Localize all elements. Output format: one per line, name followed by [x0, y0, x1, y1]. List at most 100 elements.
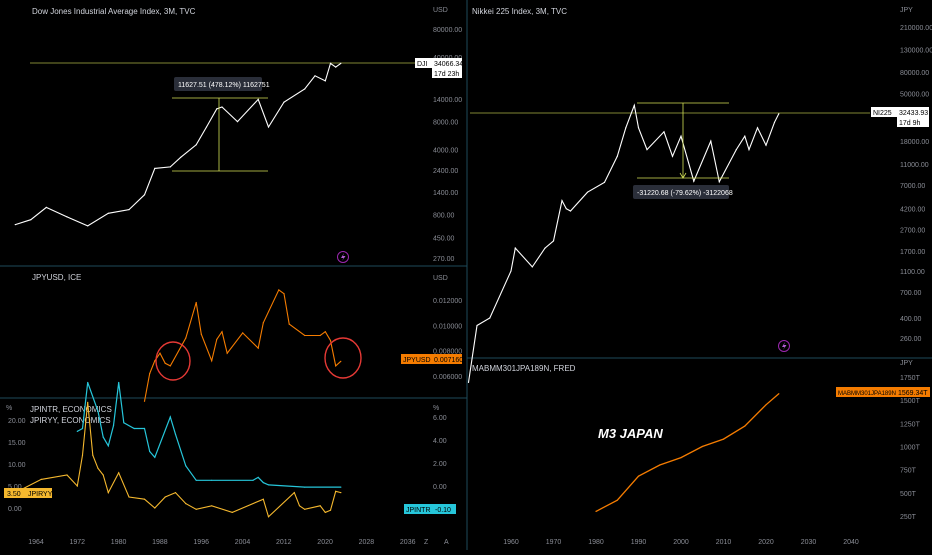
jpiryy-point	[128, 496, 130, 498]
axis-corner-z[interactable]: Z	[424, 539, 429, 546]
jpintr-point	[81, 427, 84, 430]
jpiryy-point	[293, 492, 295, 494]
dji-y-tick-label: 4000.00	[433, 148, 458, 155]
rates-left-tick-label: 20.00	[8, 418, 26, 425]
jpyusd-point	[154, 360, 156, 362]
axis-corner-a[interactable]: A	[444, 539, 449, 546]
nikkei-point	[625, 127, 627, 129]
dji-point	[195, 144, 197, 146]
jpyusd-currency: USD	[433, 275, 448, 282]
time-tick-label: 2000	[673, 539, 689, 546]
jpintr-tag-value: -0.10	[435, 507, 451, 514]
jpyusd-point	[143, 400, 146, 402]
jpyusd-y-tick-label: 0.006000	[433, 374, 462, 381]
jpiryy-tag: 3.50 JPIRYY	[4, 488, 53, 498]
jpintr-point	[107, 445, 109, 447]
jpyusd-y-tick-label: 0.008000	[433, 349, 462, 356]
jpyusd-point	[278, 289, 280, 291]
time-tick-label: 1980	[588, 539, 604, 546]
jpintr-point	[149, 450, 151, 453]
rates-right-tick-label: 0.00	[433, 484, 447, 491]
right-time-axis[interactable]: 1960 1970 1980 1990 2000 2010 2020 2030 2040	[503, 539, 859, 546]
dji-point	[205, 126, 208, 128]
time-tick-label: 1990	[631, 539, 647, 546]
dji-y-tick-label: 8000.00	[433, 120, 458, 127]
m3-point	[616, 499, 618, 501]
m3-title: MABMM301JPA189N, FRED	[472, 364, 576, 373]
jpintr-point	[123, 422, 125, 424]
jpiryy-point	[102, 474, 104, 476]
rates-legend-jpiryy: JPIRYY, ECONOMICS	[30, 416, 111, 425]
nikkei-point	[510, 270, 512, 272]
dji-countdown: 17d 23h	[434, 71, 459, 78]
jpyusd-point	[335, 365, 337, 367]
nikkei-panel: Nikkei 225 Index, 3M, TVC JPY 210000.00 1…	[467, 7, 932, 383]
jpintr-point	[185, 465, 187, 467]
nikkei-point	[773, 121, 776, 123]
m3-point	[659, 464, 661, 466]
jpyusd-point	[226, 352, 228, 354]
nikkei-y-tick-label: 1100.00	[900, 269, 925, 276]
m3-y-tick-label: 1500T	[900, 398, 921, 405]
jpyusd-panel: JPYUSD, ICE USD 0.012000 0.010000 0.008000…	[32, 273, 463, 402]
dji-y-tick-label: 2400.00	[433, 168, 458, 175]
dji-y-tick-label: 80000.00	[433, 27, 462, 34]
m3-y-axis[interactable]: 1750T 1500T 1250T 1000T 750T 500T 250T	[900, 375, 921, 521]
jpyusd-point	[262, 322, 264, 324]
dji-y-tick-label: 14000.00	[433, 97, 462, 104]
rates-right-unit: %	[433, 405, 439, 412]
jpintr-point	[118, 381, 120, 384]
dji-point	[335, 66, 337, 68]
nikkei-point	[710, 140, 712, 142]
jpyusd-point	[169, 365, 171, 367]
jpyusd-point	[164, 362, 166, 364]
jpintr-point	[102, 436, 104, 438]
nikkei-y-tick-label: 2700.00	[900, 227, 925, 234]
nikkei-point	[637, 127, 640, 129]
nikkei-point	[671, 155, 674, 157]
jpintr-point	[87, 381, 89, 384]
jpiryy-point	[66, 474, 68, 476]
jpyusd-y-axis[interactable]: 0.012000 0.010000 0.008000 0.006000	[433, 298, 462, 381]
dji-price-tag: DJI 34066.34 17d 23h	[415, 58, 463, 78]
dji-point	[154, 167, 156, 169]
time-tick-label: 1996	[193, 539, 209, 546]
jpiryy-point	[76, 485, 78, 487]
jpintr-point	[304, 486, 306, 488]
jpyusd-point	[319, 334, 321, 337]
jpintr-point	[252, 479, 254, 481]
jpintr-point	[257, 476, 259, 478]
jpyusd-point	[283, 293, 285, 295]
jpyusd-title: JPYUSD, ICE	[32, 273, 81, 282]
lightning-icon[interactable]	[337, 251, 349, 263]
dji-measure-tool[interactable]: 11627.51 (478.12%) 1162751	[172, 77, 270, 172]
jpiryy-tag-value: 3.50	[7, 491, 21, 498]
jpyusd-y-tick-label: 0.010000	[433, 323, 462, 330]
jpyusd-circle-left[interactable]	[155, 341, 191, 381]
dji-point	[180, 156, 182, 158]
nikkei-measure-tool[interactable]: -31220.68 (-79.62%) -3122068	[633, 102, 733, 199]
nikkei-y-tick-label: 80000.00	[900, 70, 929, 77]
nikkei-point	[663, 131, 665, 133]
m3-annotation[interactable]: M3 JAPAN	[598, 426, 663, 441]
jpyusd-circle-right[interactable]	[324, 337, 362, 379]
m3-y-tick-label: 500T	[900, 491, 917, 498]
left-time-axis[interactable]: 1964 1972 1980 1988 1996 2004 2012 2020 2028 2036	[28, 539, 415, 546]
jpiryy-point	[154, 507, 156, 509]
dji-point	[283, 101, 285, 103]
rates-left-axis[interactable]: 20.00 15.00 10.00 5.00 0.00	[8, 418, 26, 513]
jpiryy-point	[298, 505, 301, 507]
jpiryy-point	[335, 490, 337, 492]
m3-point	[765, 404, 767, 406]
jpyusd-point	[329, 339, 332, 342]
rates-panel: % % JPINTR, ECONOMICS JPIRYY, ECONOMICS …	[4, 381, 456, 546]
m3-panel: MABMM301JPA189N, FRED JPY 1750T 1500T 1250…	[472, 360, 930, 546]
m3-point	[595, 510, 597, 512]
time-tick-label: 2030	[801, 539, 817, 546]
dji-y-tick-label: 1400.00	[433, 190, 458, 197]
lightning-icon[interactable]	[778, 340, 790, 352]
jpiryy-point	[340, 492, 342, 494]
jpintr-point	[76, 430, 78, 432]
jpiryy-tag-symbol: JPIRYY	[28, 491, 53, 498]
nikkei-currency: JPY	[900, 7, 913, 14]
